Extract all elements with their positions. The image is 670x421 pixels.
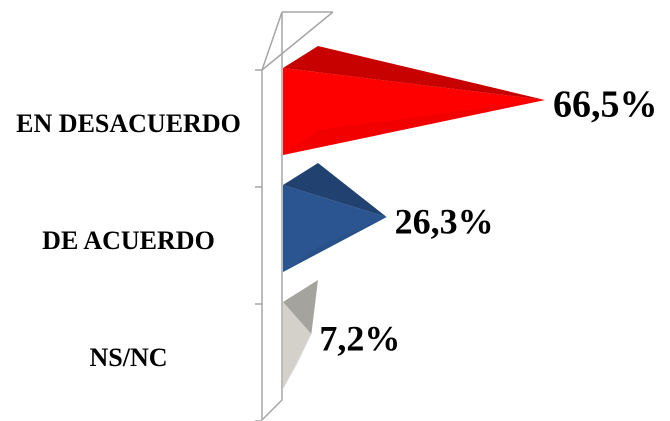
pyramid-front — [283, 185, 387, 272]
pyramid-shadow — [283, 334, 312, 389]
pyramid-top — [283, 280, 318, 334]
category-label: NS/NC — [89, 343, 168, 372]
pyramid-shadow — [283, 217, 387, 272]
pyramid-top — [283, 46, 546, 100]
value-label: 26,3% — [395, 201, 494, 241]
category-label: EN DESACUERDO — [16, 109, 241, 138]
axis-wall — [261, 11, 283, 421]
pyramid — [283, 280, 318, 389]
pyramid — [283, 163, 387, 272]
category-label: DE ACUERDO — [42, 226, 215, 255]
pyramid-front — [283, 302, 312, 389]
pyramid-shadow — [283, 100, 546, 155]
value-label: 7,2% — [319, 318, 400, 358]
pyramid-top — [283, 163, 387, 217]
pyramid — [283, 46, 546, 155]
value-label: 66,5% — [553, 84, 658, 126]
axis-wall — [261, 11, 334, 71]
